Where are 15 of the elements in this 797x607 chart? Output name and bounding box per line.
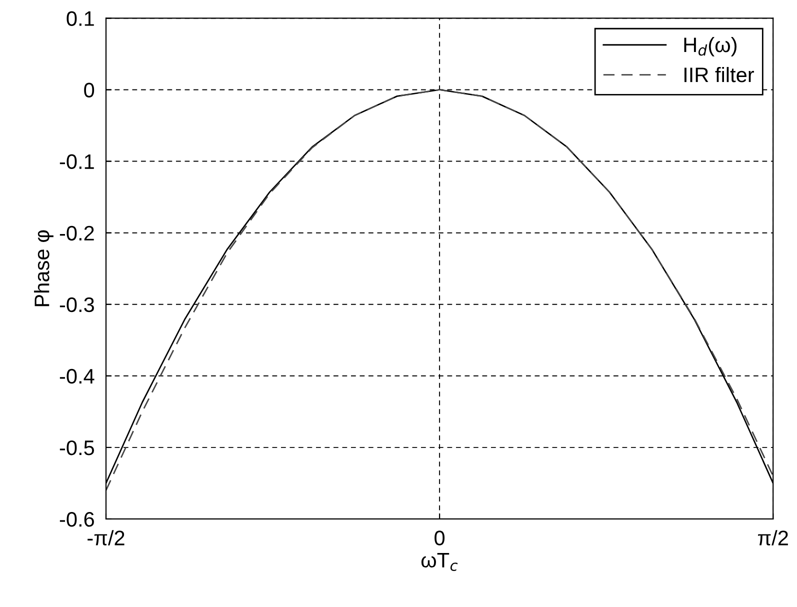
y-tick-label: -0.4 bbox=[60, 368, 94, 384]
y-tick-label: 0.1 bbox=[66, 11, 94, 26]
y-tick-label: 0 bbox=[84, 82, 94, 98]
y-tick-label: -0.3 bbox=[60, 297, 94, 312]
y-tick-label: -0.6 bbox=[60, 512, 94, 527]
x-tick-label: -π/2 bbox=[88, 530, 124, 546]
y-tick-label: -0.5 bbox=[60, 440, 94, 456]
x-tick-label: 0 bbox=[434, 530, 445, 546]
legend-label: H$_{d}$(ω) bbox=[684, 36, 736, 56]
y-axis-title: Phase φ bbox=[34, 230, 54, 306]
x-tick-label: π/2 bbox=[758, 530, 788, 546]
y-tick-label: -0.1 bbox=[60, 154, 94, 170]
legend-label: IIR filter bbox=[684, 66, 754, 82]
x-axis-title: ωT$_{c}$ bbox=[421, 553, 458, 571]
y-tick-label: -0.2 bbox=[60, 226, 94, 241]
